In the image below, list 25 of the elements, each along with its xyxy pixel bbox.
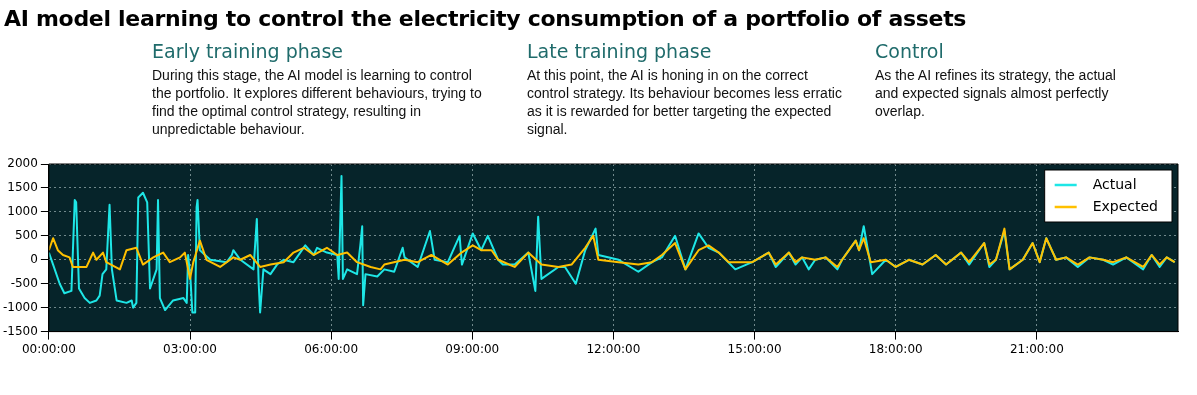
x-tick-label: 03:00:00	[163, 341, 217, 356]
text: As the AI refines its strategy, the actual and expected signals almost perfectly overlap.	[875, 66, 1117, 120]
y-tick-label: 0	[30, 251, 38, 266]
y-tick-label: 1500	[7, 180, 38, 195]
y-tick-label: -1000	[2, 299, 38, 314]
text: Late training phase	[527, 40, 713, 62]
text: At this point, the AI is honing in on the correct control strategy. Its behaviour becomes less erratic as it is rewarded for better targeting the expected signal.	[527, 66, 843, 138]
x-tick-label: 15:00:00	[727, 341, 782, 356]
legend-label: Actual	[1092, 175, 1137, 192]
legend-label: Expected	[1092, 197, 1159, 214]
x-tick-label: 00:00:00	[21, 341, 76, 356]
x-tick-label: 21:00:00	[1009, 341, 1064, 356]
y-tick-label: 2000	[7, 156, 38, 171]
x-tick-label: 06:00:00	[304, 341, 359, 356]
y-tick-label: 1000	[7, 204, 38, 219]
y-tick-label: -1500	[2, 323, 38, 338]
y-tick-label: 500	[14, 227, 38, 242]
x-tick-label: 18:00:00	[868, 341, 923, 356]
y-tick-label: -500	[10, 275, 38, 290]
text: Control	[875, 40, 945, 62]
text: During this stage, the AI model is learning to control the portfolio. It explores different behaviours, trying to find the optimal control strategy, resulting in unpredictable behaviour.	[152, 66, 482, 138]
chart-title: AI model learning to control the electricity consumption of a portfolio of assets	[4, 6, 967, 31]
x-tick-label: 09:00:00	[445, 341, 500, 356]
x-tick-label: 12:00:00	[586, 341, 641, 356]
text: Early training phase	[152, 40, 344, 62]
